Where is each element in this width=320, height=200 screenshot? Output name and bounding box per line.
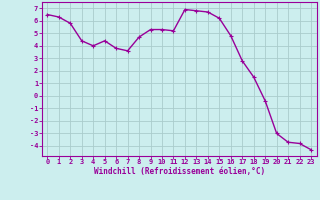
X-axis label: Windchill (Refroidissement éolien,°C): Windchill (Refroidissement éolien,°C) (94, 167, 265, 176)
